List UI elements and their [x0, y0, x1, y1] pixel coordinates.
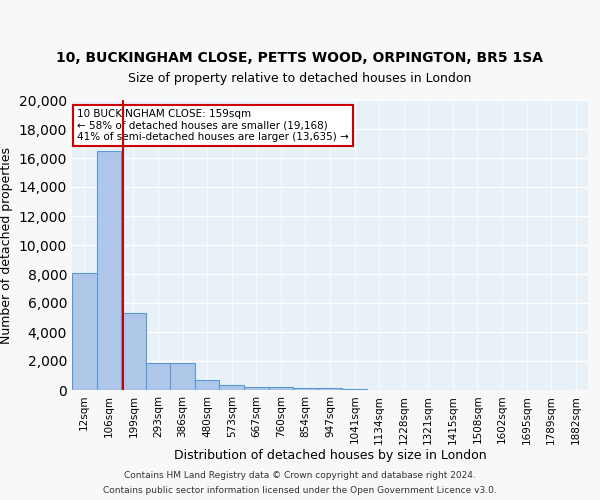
Bar: [195, 380, 220, 390]
Text: 10, BUCKINGHAM CLOSE, PETTS WOOD, ORPINGTON, BR5 1SA: 10, BUCKINGHAM CLOSE, PETTS WOOD, ORPING…: [56, 51, 544, 65]
Text: Size of property relative to detached houses in London: Size of property relative to detached ho…: [128, 72, 472, 85]
Text: 10 BUCKINGHAM CLOSE: 159sqm
← 58% of detached houses are smaller (19,168)
41% of: 10 BUCKINGHAM CLOSE: 159sqm ← 58% of det…: [77, 108, 349, 142]
Bar: [170, 363, 195, 390]
Text: Contains HM Land Registry data © Crown copyright and database right 2024.: Contains HM Land Registry data © Crown c…: [124, 471, 476, 480]
X-axis label: Distribution of detached houses by size in London: Distribution of detached houses by size …: [173, 449, 487, 462]
Bar: [244, 387, 269, 390]
Bar: [269, 387, 293, 390]
Bar: [72, 272, 97, 390]
Bar: [318, 388, 342, 390]
Bar: [293, 388, 318, 390]
Bar: [97, 151, 121, 390]
Bar: [146, 363, 170, 390]
Bar: [121, 313, 146, 390]
Bar: [220, 386, 244, 390]
Text: Contains public sector information licensed under the Open Government Licence v3: Contains public sector information licen…: [103, 486, 497, 495]
Y-axis label: Number of detached properties: Number of detached properties: [0, 146, 13, 344]
